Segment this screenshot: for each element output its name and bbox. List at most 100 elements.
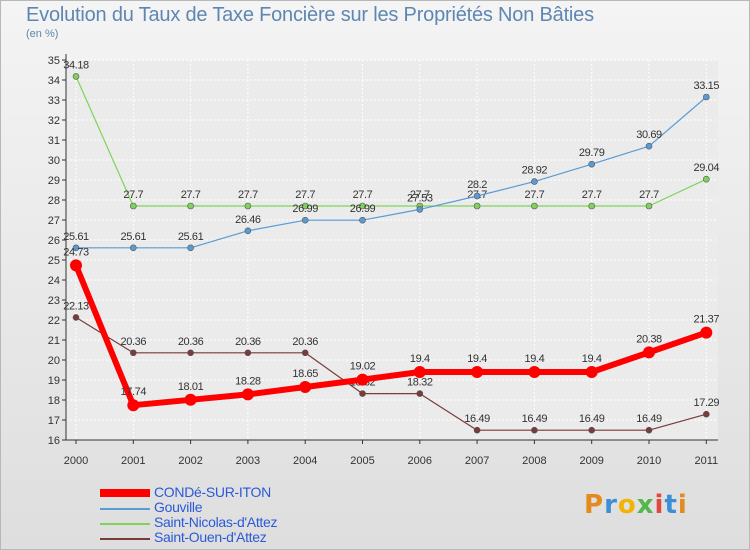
data-label: 16.49 [522, 413, 548, 425]
data-point [416, 206, 424, 213]
y-tick-label: 31 [48, 135, 60, 147]
y-tick-label: 35 [48, 55, 60, 67]
y-tick-label: 32 [48, 115, 60, 127]
data-point [130, 202, 137, 210]
proxiti-logo: Proxiti [584, 490, 688, 520]
legend-swatch-gouville [100, 508, 150, 510]
data-label: 27.7 [238, 189, 258, 201]
data-label: 26.99 [292, 203, 318, 215]
data-point [585, 366, 598, 378]
data-point [359, 390, 366, 397]
x-tick-label: 2006 [408, 455, 432, 467]
data-point [130, 349, 137, 357]
y-tick-label: 18 [48, 395, 60, 407]
x-tick-label: 2010 [637, 455, 661, 467]
data-label: 24.73 [63, 246, 89, 258]
data-point [471, 366, 484, 378]
chart-title: Evolution du Taux de Taxe Foncière sur l… [26, 4, 594, 26]
data-point [359, 216, 366, 224]
data-point [359, 202, 366, 210]
logo-letter: i [677, 490, 688, 520]
data-point [187, 202, 194, 210]
data-point [187, 349, 194, 357]
data-label: 19.4 [410, 353, 430, 365]
data-label: 18.01 [178, 381, 204, 393]
data-point [299, 381, 312, 393]
data-label: 27.7 [639, 189, 659, 201]
legend-label-saint-nicolas: Saint-Nicolas-d'Attez [154, 514, 278, 530]
data-point [588, 160, 596, 168]
legend-swatch-saint-nicolas [100, 523, 150, 525]
logo-letter: r [604, 490, 618, 520]
data-label: 20.36 [178, 336, 204, 348]
data-label: 22.13 [63, 300, 89, 312]
series-line-2 [75, 76, 707, 207]
data-point [244, 349, 252, 357]
data-point [473, 426, 481, 434]
data-point [531, 202, 538, 210]
data-point [72, 73, 80, 80]
x-tick-label: 2005 [350, 455, 374, 467]
y-tick-label: 26 [48, 235, 60, 247]
x-tick-label: 2002 [178, 455, 202, 467]
data-label: 17.74 [121, 386, 147, 398]
data-point [301, 349, 309, 357]
data-point [244, 227, 252, 235]
data-label: 20.38 [636, 333, 662, 345]
data-point [244, 202, 252, 210]
data-label: 29.04 [694, 162, 720, 174]
x-tick-label: 2009 [579, 455, 603, 467]
data-label: 34.18 [63, 59, 89, 71]
data-label: 18.32 [407, 377, 433, 389]
y-tick-label: 23 [48, 295, 60, 307]
legend-swatch-saint-ouen [100, 538, 150, 540]
data-label: 19.4 [467, 353, 487, 365]
y-tick-label: 25 [48, 255, 60, 267]
x-tick-label: 2003 [236, 455, 260, 467]
legend-label-saint-ouen: Saint-Ouen-d'Attez [154, 529, 267, 545]
data-label: 17.29 [694, 397, 720, 409]
data-label: 27.7 [181, 189, 201, 201]
y-tick-label: 22 [48, 315, 60, 327]
data-point [301, 216, 309, 224]
legend-label-gouville: Gouville [154, 499, 203, 515]
y-tick-label: 16 [48, 435, 60, 447]
series-line-3 [75, 316, 707, 431]
data-point [702, 410, 710, 418]
series-line-0 [73, 264, 708, 409]
data-point [643, 346, 655, 359]
data-point [356, 373, 369, 386]
y-tick-label: 21 [48, 335, 60, 347]
data-label: 21.37 [694, 314, 720, 326]
data-point [702, 93, 710, 101]
y-tick-label: 30 [48, 155, 60, 167]
data-point [702, 175, 710, 183]
data-label: 18.28 [235, 375, 261, 387]
y-tick-label: 24 [48, 275, 60, 287]
data-point [127, 399, 140, 412]
data-point [416, 390, 424, 397]
series-line-1 [76, 96, 707, 249]
y-tick-label: 28 [48, 195, 60, 207]
x-tick-label: 2001 [121, 455, 145, 467]
data-point [645, 426, 653, 434]
data-label: 30.69 [636, 129, 662, 141]
data-label: 19.02 [350, 361, 376, 373]
data-point [70, 259, 82, 272]
data-label: 27.7 [353, 189, 373, 201]
data-label: 27.7 [295, 189, 315, 201]
chart-subtitle: (en %) [26, 28, 59, 40]
data-label: 16.49 [579, 413, 605, 425]
data-label: 18.65 [292, 368, 318, 380]
y-tick-label: 20 [48, 355, 60, 367]
logo-letter: t [664, 490, 678, 520]
data-label: 20.36 [121, 336, 147, 348]
data-point [72, 314, 80, 321]
x-tick-label: 2008 [522, 455, 546, 467]
data-point [473, 202, 481, 210]
data-label: 33.15 [694, 80, 720, 92]
data-label: 25.61 [63, 231, 89, 243]
data-label: 27.7 [123, 189, 143, 201]
data-label: 20.36 [292, 336, 318, 348]
data-label: 27.7 [410, 189, 430, 201]
